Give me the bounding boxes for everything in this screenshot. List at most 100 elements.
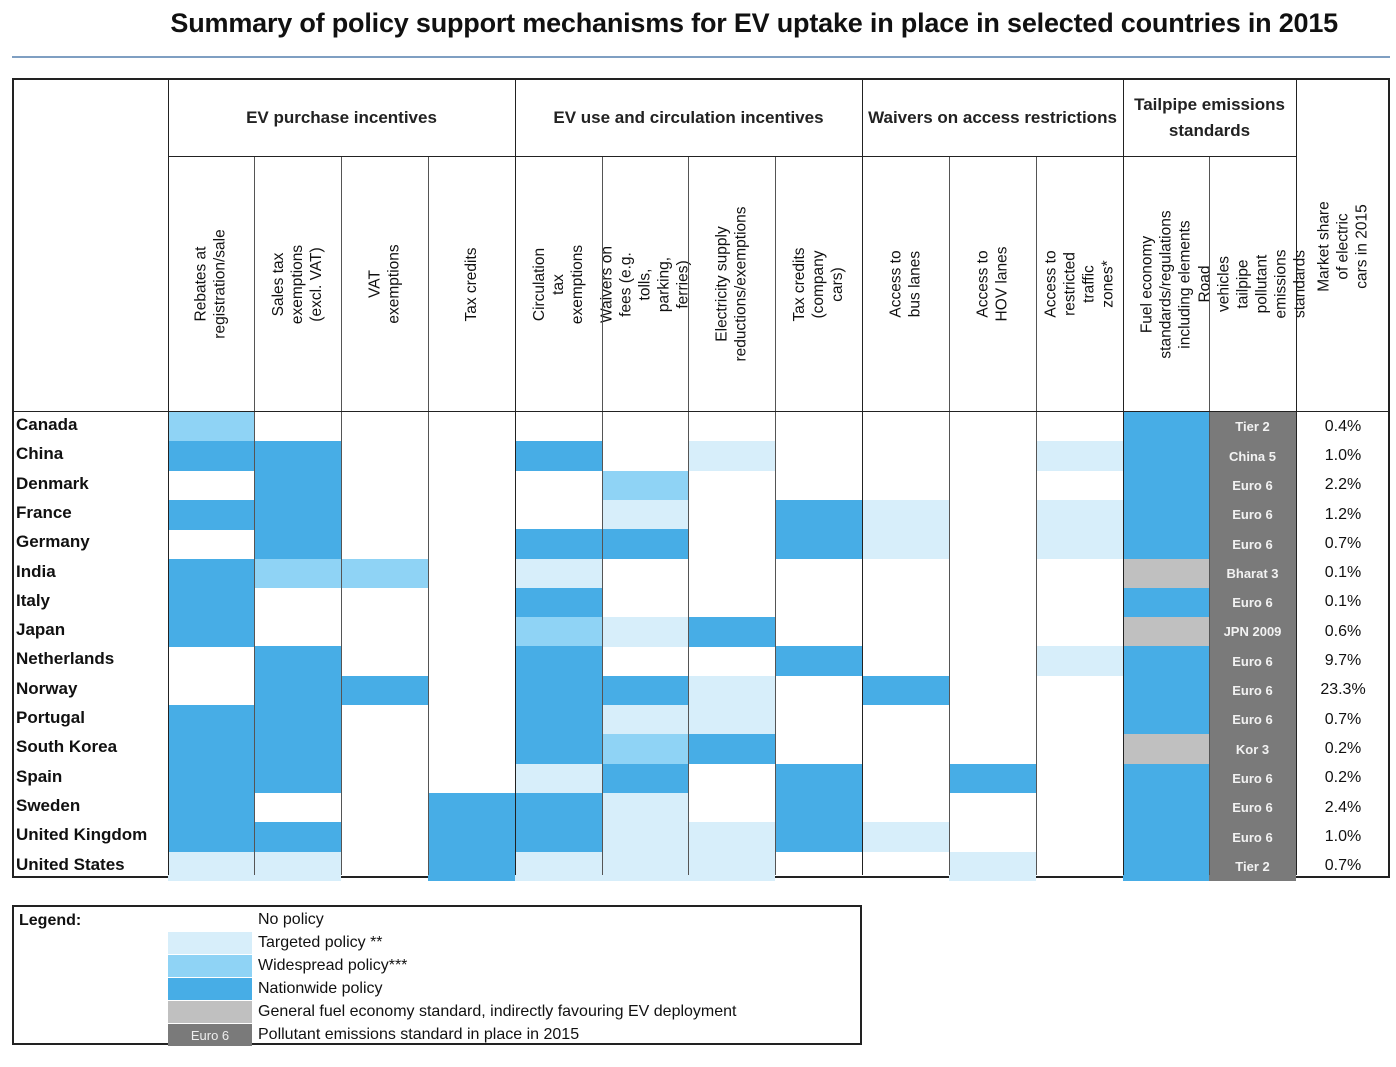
legend-item-label: General fuel economy standard, indirectl… <box>258 1003 737 1020</box>
policy-cell <box>1123 441 1209 472</box>
policy-cell <box>862 529 949 559</box>
policy-cell <box>168 617 254 647</box>
policy-cell <box>515 675 602 706</box>
grid-line-vertical <box>254 156 255 875</box>
grid-line-vertical <box>1296 80 1297 875</box>
policy-cell <box>602 763 688 794</box>
policy-cell <box>168 822 254 852</box>
policy-cell <box>688 734 775 765</box>
grid-line-vertical <box>775 156 776 875</box>
policy-cell <box>515 734 602 765</box>
legend-swatch <box>168 955 252 977</box>
policy-cell <box>254 470 341 501</box>
column-header-text: Tax credits <box>463 246 480 322</box>
column-header: Circulation tax exemptions <box>515 156 602 412</box>
column-header: Access to restricted traffic zones* <box>1036 156 1123 412</box>
policy-cell <box>428 851 515 882</box>
emission-standard-cell: Kor 3 <box>1209 734 1296 765</box>
grid-line-vertical <box>1209 156 1210 875</box>
policy-cell <box>1123 822 1209 852</box>
emission-standard-cell: Tier 2 <box>1209 412 1296 442</box>
market-share-cell: 1.0% <box>1324 827 1362 845</box>
policy-cell <box>688 441 775 472</box>
legend-item-label: Nationwide policy <box>258 980 383 997</box>
policy-cell <box>1123 734 1209 765</box>
column-header: Waivers on fees (e.g. tolls, parking, fe… <box>599 156 692 412</box>
policy-cell <box>775 763 862 794</box>
emission-standard-cell: Euro 6 <box>1209 470 1296 501</box>
column-header: Tax credits (company cars) <box>775 156 862 412</box>
policy-cell <box>949 763 1036 794</box>
policy-cell <box>254 763 341 794</box>
policy-cell <box>602 499 688 530</box>
policy-cell <box>515 587 602 618</box>
policy-cell <box>602 617 688 647</box>
policy-cell <box>254 851 341 882</box>
market-share-cell: 0.2% <box>1324 769 1362 787</box>
policy-cell <box>341 558 428 589</box>
policy-cell <box>775 529 862 559</box>
policy-cell <box>168 441 254 472</box>
policy-cell <box>602 734 688 765</box>
page-title: Summary of policy support mechanisms for… <box>170 8 1338 38</box>
legend-item-label: Targeted policy ** <box>258 934 383 951</box>
country-label: India <box>16 561 56 581</box>
market-share-cell: 1.0% <box>1324 446 1362 464</box>
policy-cell <box>254 705 341 735</box>
policy-cell <box>602 529 688 559</box>
column-header: Market share of electric cars in 2015 <box>1296 80 1390 412</box>
policy-cell <box>254 441 341 472</box>
group-header: EV purchase incentives <box>246 108 437 127</box>
country-label: Denmark <box>16 473 89 493</box>
country-label: Italy <box>16 590 51 610</box>
emission-standard-cell: Euro 6 <box>1209 587 1296 618</box>
column-header-text: Road vehicles tailpipe pollutant emissio… <box>1196 249 1309 319</box>
policy-cell <box>1036 646 1123 677</box>
country-label: United Kingdom <box>16 825 148 845</box>
policy-cell <box>515 792 602 823</box>
policy-cell <box>515 705 602 735</box>
policy-cell <box>1123 470 1209 501</box>
country-label: Sweden <box>16 795 81 815</box>
column-header: VAT exemptions <box>341 156 428 412</box>
legend-swatch <box>168 978 252 1000</box>
country-label: United States <box>16 854 125 874</box>
grid-line-vertical <box>1036 156 1037 875</box>
country-label: Canada <box>16 415 78 434</box>
country-label: France <box>16 502 72 522</box>
emission-standard-cell: Euro 6 <box>1209 792 1296 823</box>
column-header-text: VAT exemptions <box>366 244 403 324</box>
grid-line-horizontal <box>168 156 1296 157</box>
group-header: Waivers on access restrictions <box>868 108 1117 127</box>
policy-cell <box>602 822 688 852</box>
country-label: China <box>16 444 64 464</box>
policy-cell <box>428 792 515 823</box>
title-divider <box>12 56 1390 58</box>
legend-item-label: No policy <box>258 911 324 928</box>
country-label: Spain <box>16 766 63 786</box>
policy-cell <box>1123 646 1209 677</box>
emission-standard-cell: Euro 6 <box>1209 499 1296 530</box>
grid-line-horizontal <box>14 411 1390 412</box>
policy-cell <box>168 705 254 735</box>
policy-cell <box>168 851 254 882</box>
market-share-cell: 0.1% <box>1324 564 1362 582</box>
emission-standard-cell: Euro 6 <box>1209 822 1296 852</box>
policy-cell <box>515 763 602 794</box>
column-header-text: Fuel economy standards/regulations inclu… <box>1138 209 1194 359</box>
column-header: Access to bus lanes <box>862 156 949 412</box>
market-share-cell: 0.1% <box>1324 593 1362 611</box>
policy-cell <box>602 675 688 706</box>
policy-cell <box>168 558 254 589</box>
column-header: Access to HOV lanes <box>949 156 1036 412</box>
grid-line-vertical <box>428 156 429 875</box>
policy-cell <box>168 792 254 823</box>
policy-cell <box>688 705 775 735</box>
policy-cell <box>602 470 688 501</box>
market-share-cell: 2.2% <box>1324 476 1362 494</box>
policy-cell <box>1123 675 1209 706</box>
policy-cell <box>168 734 254 765</box>
policy-cell <box>515 441 602 472</box>
emission-standard-cell: JPN 2009 <box>1209 617 1296 647</box>
country-label: Japan <box>16 620 66 640</box>
